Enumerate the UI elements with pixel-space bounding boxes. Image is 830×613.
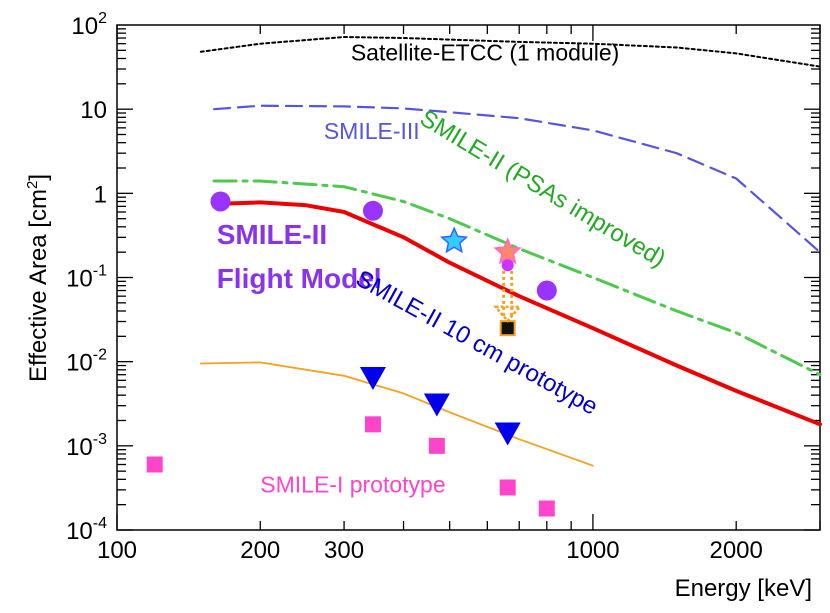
flight-model-point — [362, 200, 383, 221]
y-axis-title: Effective Area [cm2] — [24, 174, 52, 382]
y-tick-exponent: 2 — [98, 10, 107, 27]
annotation-label: Flight Model — [217, 263, 382, 294]
annotation-label: Satellite-ETCC (1 module) — [351, 39, 619, 65]
y-tick-exponent: -2 — [93, 347, 107, 364]
small-point — [501, 259, 514, 272]
flight-model-point — [536, 280, 557, 301]
y-tick-base: 10 — [66, 518, 93, 545]
smile1-point — [428, 437, 445, 454]
arrow-head — [492, 305, 523, 323]
x-tick-label: 2000 — [709, 537, 762, 564]
series-line — [218, 200, 822, 427]
x-tick-label: 100 — [97, 537, 137, 564]
y-tick-label: 1 — [94, 181, 107, 208]
x-axis-title: Energy [keV] — [675, 575, 812, 602]
series-line — [199, 36, 821, 68]
x-tick-labels: 100 200 300 1000 2000 — [97, 537, 763, 564]
smile1-point — [499, 479, 516, 496]
black-square-point — [501, 322, 514, 335]
y-tick-label: 102 — [71, 10, 107, 40]
x-tick-label: 300 — [324, 537, 364, 564]
y-tick-label: 10-1 — [66, 263, 107, 293]
axis-ticks — [116, 25, 821, 531]
smile1-point — [364, 416, 381, 433]
prototype-point — [423, 393, 450, 417]
star-point — [493, 237, 522, 265]
prototype-point — [494, 422, 521, 446]
arrow-layer — [492, 270, 523, 323]
x-tick-label: 200 — [240, 537, 280, 564]
y-tick-base: 1 — [94, 181, 107, 208]
y-tick-exponent: -3 — [93, 431, 107, 448]
series-line — [199, 361, 594, 467]
series-line — [212, 179, 822, 377]
y-axis-title-end: ] — [25, 174, 52, 181]
y-tick-exponent: -1 — [93, 263, 107, 280]
annotation-label: SMILE-III — [324, 118, 420, 144]
annotation-layer: Satellite-ETCC (1 module) SMILE-III SMILE-… — [217, 39, 671, 497]
series-layer — [199, 36, 822, 467]
y-tick-base: 10 — [66, 350, 93, 377]
points-layer — [146, 191, 557, 517]
star-point — [440, 226, 469, 254]
y-axis-title-sup: 2 — [24, 181, 41, 189]
smile1-point — [538, 500, 555, 517]
flight-model-point — [210, 191, 231, 212]
y-tick-base: 10 — [80, 97, 107, 124]
y-tick-base: 10 — [66, 434, 93, 461]
y-tick-label: 10-2 — [66, 347, 107, 377]
y-tick-label: 10 — [80, 97, 107, 124]
y-tick-base: 10 — [71, 13, 98, 40]
series-line — [213, 104, 822, 254]
annotation-label: SMILE-II 10 cm prototype — [351, 265, 602, 421]
y-axis-title-main: Effective Area [cm — [25, 189, 52, 382]
smile1-point — [146, 456, 163, 473]
annotation-label: SMILE-I prototype — [260, 471, 445, 497]
prototype-point — [359, 366, 386, 390]
annotation-label: SMILE-II — [217, 219, 327, 250]
y-tick-label: 10-4 — [66, 515, 107, 545]
y-tick-label: 10-3 — [66, 431, 107, 461]
y-tick-exponent: -4 — [93, 515, 107, 532]
y-tick-base: 10 — [66, 266, 93, 293]
x-tick-label: 1000 — [566, 537, 619, 564]
